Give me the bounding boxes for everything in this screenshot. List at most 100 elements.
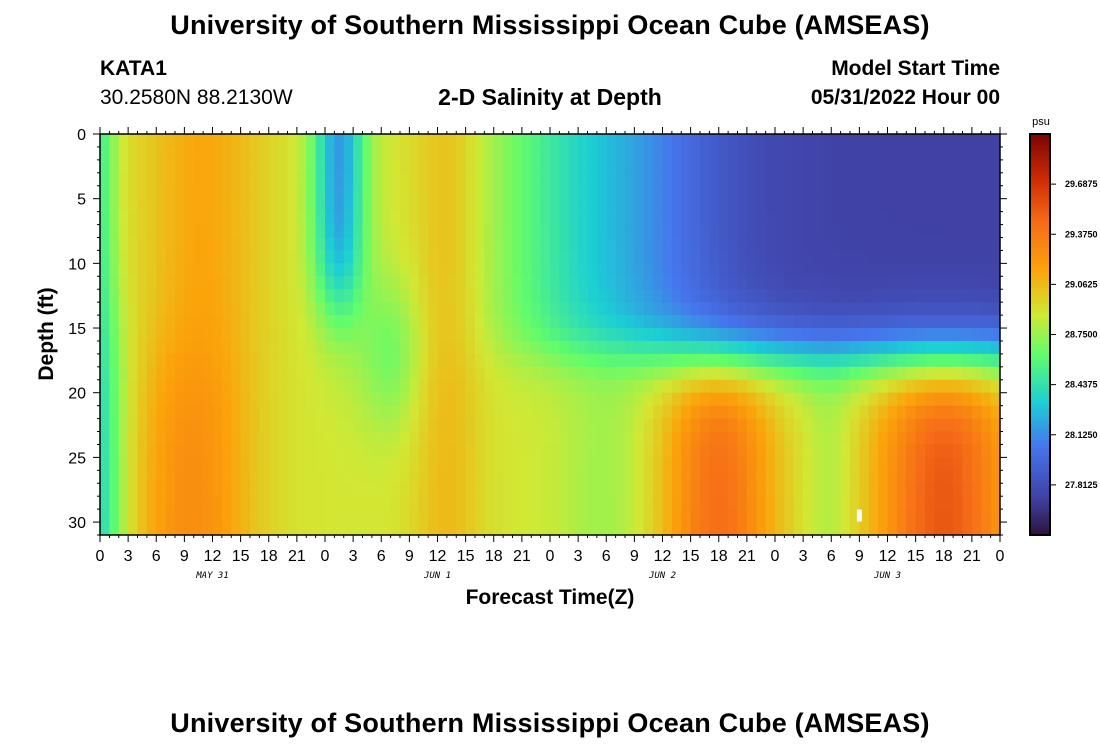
heatmap-cell	[915, 276, 926, 290]
heatmap-cell	[784, 509, 795, 523]
heatmap-cell	[456, 418, 467, 433]
heatmap-cell	[250, 185, 260, 200]
heatmap-cell	[868, 405, 879, 420]
heatmap-cell	[484, 211, 495, 226]
heatmap-cell	[718, 353, 729, 368]
heatmap-cell	[906, 172, 917, 187]
heatmap-cell	[746, 185, 757, 200]
heatmap-cell	[859, 211, 870, 226]
heatmap-cell	[278, 457, 289, 471]
heatmap-cell	[334, 483, 345, 497]
heatmap-cell	[512, 470, 523, 484]
heatmap-cell	[287, 366, 298, 381]
heatmap-cell	[165, 289, 176, 303]
heatmap-cell	[231, 340, 242, 355]
heatmap-cell	[953, 366, 964, 381]
heatmap-cell	[868, 496, 879, 510]
heatmap-cell	[465, 457, 476, 471]
heatmap-cell	[390, 405, 401, 420]
heatmap-cell	[100, 134, 110, 148]
heatmap-cell	[775, 146, 785, 161]
heatmap-cell	[250, 444, 260, 458]
heatmap-cell	[109, 496, 120, 510]
heatmap-cell	[896, 366, 907, 381]
heatmap-cell	[390, 224, 401, 239]
heatmap-cell	[981, 211, 992, 226]
heatmap-cell	[943, 353, 954, 368]
heatmap-cell	[353, 172, 364, 187]
heatmap-cell	[737, 185, 748, 200]
heatmap-cell	[568, 276, 579, 290]
heatmap-cell	[306, 276, 317, 290]
heatmap-cell	[681, 315, 692, 329]
heatmap-cell	[662, 263, 673, 277]
heatmap-cell	[700, 444, 710, 458]
heatmap-cell	[193, 211, 204, 226]
heatmap-cell	[915, 172, 926, 187]
heatmap-cell	[681, 353, 692, 368]
heatmap-cell	[934, 496, 945, 510]
heatmap-cell	[475, 457, 485, 471]
heatmap-cell	[578, 224, 589, 239]
heatmap-cell	[568, 211, 579, 226]
heatmap-cell	[568, 522, 579, 535]
heatmap-cell	[887, 405, 898, 420]
heatmap-cell	[971, 146, 982, 161]
x-tick-label: 15	[457, 548, 475, 565]
heatmap-cell	[475, 405, 485, 420]
heatmap-cell	[793, 276, 804, 290]
heatmap-cell	[409, 522, 420, 535]
heatmap-cell	[606, 509, 617, 523]
heatmap-cell	[221, 276, 232, 290]
heatmap-cell	[868, 431, 879, 446]
heatmap-cell	[325, 302, 335, 316]
heatmap-cell	[278, 496, 289, 510]
heatmap-cell	[259, 302, 270, 316]
heatmap-cell	[981, 470, 992, 484]
heatmap-cell	[700, 483, 710, 497]
heatmap-cell	[578, 405, 589, 420]
heatmap-cell	[756, 353, 767, 368]
heatmap-cell	[775, 224, 785, 239]
heatmap-cell	[475, 159, 485, 174]
heatmap-cell	[559, 509, 570, 523]
heatmap-cell	[100, 392, 110, 407]
heatmap-cell	[953, 496, 964, 510]
heatmap-cell	[859, 328, 870, 342]
heatmap-cell	[878, 198, 889, 213]
heatmap-cell	[118, 159, 129, 174]
heatmap-cell	[793, 483, 804, 497]
heatmap-cell	[428, 509, 439, 523]
heatmap-cell	[596, 276, 607, 290]
heatmap-cell	[240, 211, 251, 226]
heatmap-cell	[737, 509, 748, 523]
heatmap-cell	[203, 185, 214, 200]
heatmap-cell	[887, 366, 898, 381]
heatmap-cell	[203, 470, 214, 484]
heatmap-cell	[109, 172, 120, 187]
heatmap-cell	[212, 224, 223, 239]
heatmap-cell	[643, 185, 654, 200]
heatmap-cell	[109, 198, 120, 213]
heatmap-cell	[765, 211, 776, 226]
heatmap-cell	[156, 134, 167, 148]
heatmap-cell	[221, 211, 232, 226]
heatmap-cell	[475, 211, 485, 226]
heatmap-cell	[353, 431, 364, 446]
heatmap-cell	[615, 315, 626, 329]
heatmap-cell	[240, 159, 251, 174]
heatmap-cell	[156, 302, 167, 316]
heatmap-cell	[278, 224, 289, 239]
heatmap-cell	[521, 172, 532, 187]
heatmap-cell	[409, 237, 420, 252]
heatmap-cell	[465, 353, 476, 368]
heatmap-cell	[878, 470, 889, 484]
heatmap-cell	[606, 340, 617, 355]
heatmap-cell	[662, 302, 673, 316]
heatmap-cell	[325, 444, 335, 458]
heatmap-cell	[559, 522, 570, 535]
heatmap-cell	[859, 198, 870, 213]
heatmap-cell	[446, 353, 457, 368]
heatmap-cell	[231, 146, 242, 161]
heatmap-cell	[784, 340, 795, 355]
